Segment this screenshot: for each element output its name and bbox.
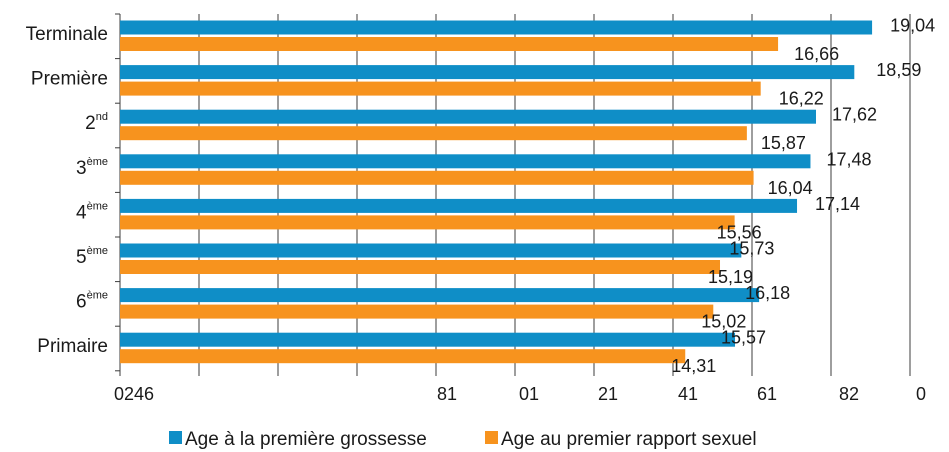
- data-label: 15,19: [708, 267, 753, 287]
- bar-first-pregnancy-5: [120, 243, 742, 258]
- bar-first-intercourse-5: [120, 260, 721, 274]
- data-label: 18,59: [876, 60, 921, 80]
- chart-legend: Age à la première grossesse Age au premie…: [169, 429, 757, 450]
- category-label: 2nd: [85, 111, 108, 134]
- bar-first-intercourse-1: [120, 81, 761, 96]
- bar-first-intercourse-6: [120, 304, 714, 319]
- legend-swatch: [169, 431, 182, 444]
- data-labels: 19,04 18,59 17,62 17,48 17,14 15,73 16,18 15,57…: [671, 16, 935, 377]
- bar-first-pregnancy-6: [120, 288, 760, 303]
- data-label: 15,87: [761, 133, 806, 153]
- data-label: 17,14: [815, 194, 860, 214]
- value-tick-label: 0: [916, 384, 926, 404]
- category-label: Première: [31, 69, 108, 90]
- data-label: 15,73: [729, 239, 774, 259]
- category-label: Primaire: [37, 336, 108, 357]
- bar-first-pregnancy-2: [120, 109, 816, 124]
- data-label: 16,66: [794, 44, 839, 64]
- data-label: 15,57: [721, 328, 766, 348]
- legend-swatch: [485, 431, 498, 444]
- value-tick-label: 61: [757, 384, 777, 404]
- value-axis-tick-labels: 0246 81 01 21 41 61 82 0: [114, 384, 926, 404]
- data-label: 14,31: [671, 356, 716, 376]
- value-tick-label: 21: [598, 384, 618, 404]
- legend-label: Age au premier rapport sexuel: [501, 429, 757, 450]
- category-axis-labels: Terminale Première 2nd 3ème 4ème 5ème 6ème Prim…: [26, 24, 108, 357]
- legend-label: Age à la première grossesse: [185, 429, 427, 450]
- bar-first-intercourse-0: [120, 37, 779, 51]
- bar-first-pregnancy-3: [120, 154, 811, 169]
- value-tick-label: 0246: [114, 384, 154, 404]
- bar-first-intercourse-3: [120, 170, 754, 185]
- data-label: 16,22: [779, 89, 824, 109]
- data-label: 17,62: [832, 105, 877, 125]
- value-tick-label: 01: [519, 384, 539, 404]
- data-label: 15,02: [701, 312, 746, 332]
- bar-first-pregnancy-4: [120, 198, 798, 213]
- category-label: 3ème: [76, 156, 108, 179]
- bar-first-pregnancy-0: [120, 20, 873, 35]
- value-tick-label: 82: [839, 384, 859, 404]
- value-tick-label: 41: [678, 384, 698, 404]
- data-label: 16,04: [768, 178, 813, 198]
- category-label: 4ème: [76, 200, 108, 223]
- data-label: 16,18: [745, 283, 790, 303]
- data-label: 19,04: [890, 16, 935, 36]
- data-label: 17,48: [826, 149, 871, 169]
- bar-first-pregnancy-1: [120, 65, 855, 80]
- category-label: Terminale: [26, 24, 108, 45]
- category-label: 6ème: [76, 290, 108, 313]
- bar-first-pregnancy-7: [120, 332, 736, 347]
- category-label: 5ème: [76, 245, 108, 268]
- value-tick-label: 81: [437, 384, 457, 404]
- bar-first-intercourse-4: [120, 215, 735, 230]
- bar-first-intercourse-2: [120, 126, 747, 141]
- data-label: 15,56: [717, 222, 762, 242]
- chart-bars: [120, 20, 873, 364]
- bar-first-intercourse-7: [120, 349, 686, 364]
